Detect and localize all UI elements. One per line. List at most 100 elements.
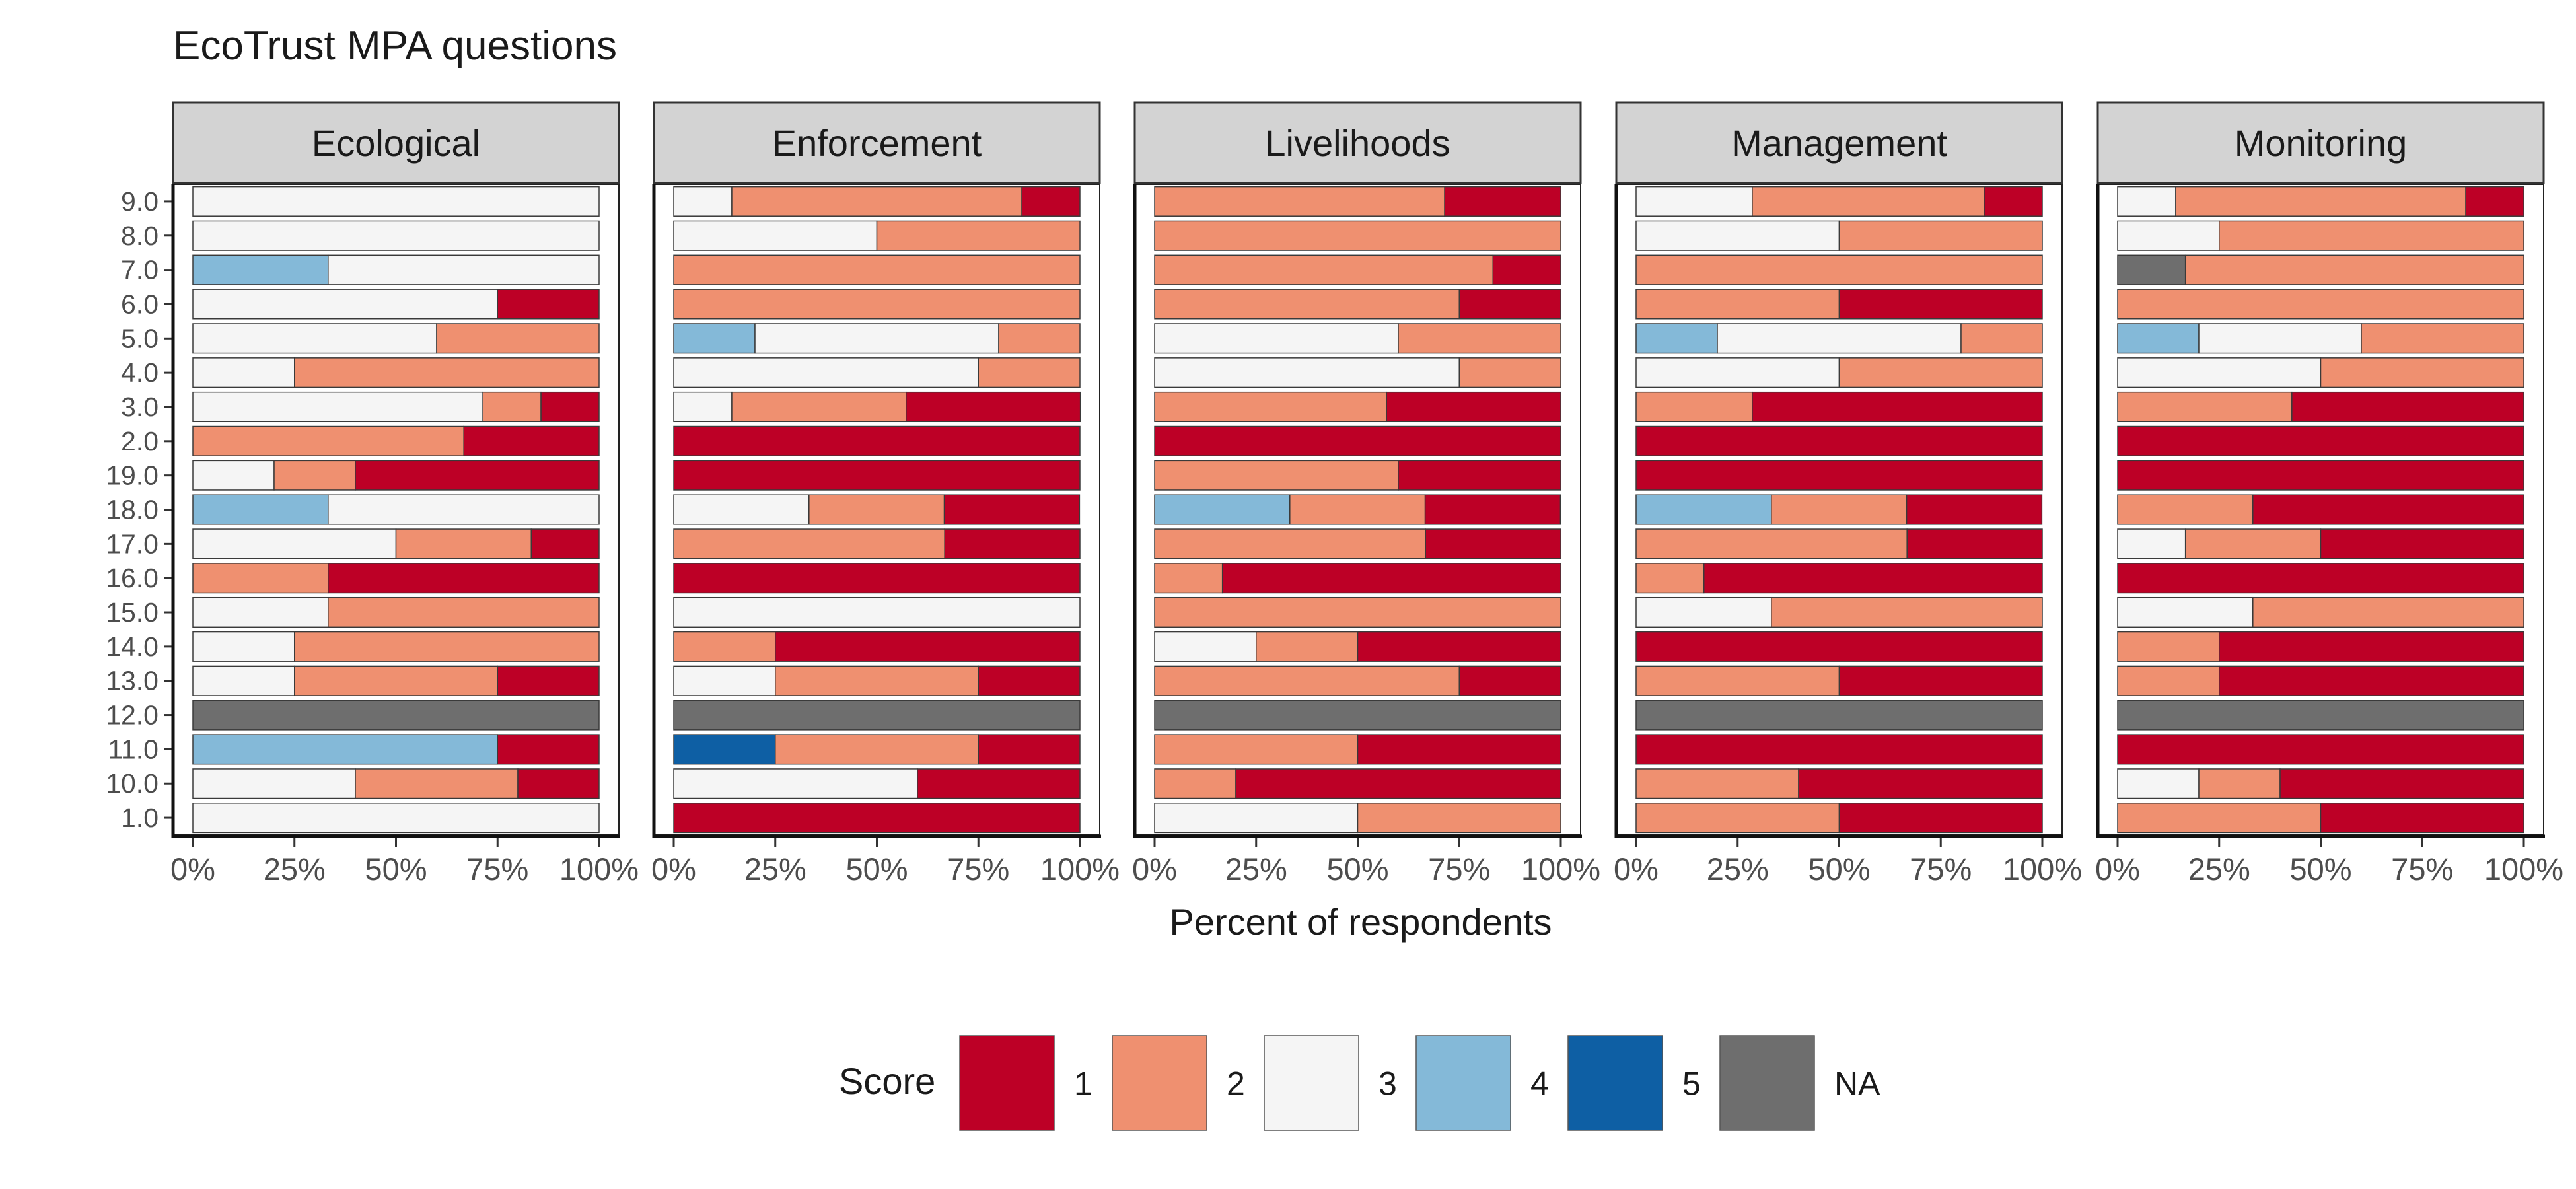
bar-segment-score-2 (1838, 357, 2043, 388)
bar-segment-score-3 (673, 768, 918, 799)
bar-segment-score-1 (1906, 528, 2043, 559)
x-tick-label: 50% (2289, 851, 2351, 886)
legend-label-1: 1 (1074, 1065, 1092, 1102)
bar-segment-score-2 (2117, 665, 2220, 696)
legend-key-5 (1567, 1035, 1663, 1131)
bar-segment-score-2 (1154, 665, 1460, 696)
legend: Score 1 2 3 4 5 NA (839, 1035, 1880, 1131)
y-tick-label: 9.0 (121, 186, 159, 217)
x-tick-label: 0% (1614, 851, 1659, 886)
bar-segment-score-3 (192, 357, 295, 388)
bar-segment-score-1 (540, 391, 600, 423)
bar-segment-score-2 (876, 220, 1081, 251)
bar-segment-score-3 (673, 494, 810, 525)
bar-segment-score-2 (1635, 391, 1753, 423)
bar-segment-score-3 (673, 596, 1081, 628)
legend-label-4: 4 (1530, 1065, 1549, 1102)
y-tick-label: 12.0 (106, 700, 159, 731)
bar-segment-score-1 (1838, 289, 2043, 320)
bar-segment-score-4 (192, 494, 329, 525)
bar-segment-score-1 (1635, 631, 2043, 662)
bar-segment-score-1 (1798, 768, 2043, 799)
bar-segment-score-3 (1154, 803, 1359, 834)
bar-segment-score-2 (1154, 254, 1494, 285)
bar-segment-score-1 (530, 528, 600, 559)
bar-segment-score-1 (673, 425, 1081, 456)
legend-key-na (1719, 1035, 1815, 1131)
y-tick-label: 16.0 (106, 563, 159, 593)
bar-segment-score-2 (2117, 391, 2293, 423)
x-tick-label: 100% (2484, 851, 2563, 886)
bar-segment-score-1 (2219, 631, 2524, 662)
y-tick-label: 5.0 (121, 323, 159, 353)
bar-segment-score-na (1154, 700, 1561, 731)
bar-segment-score-2 (1771, 494, 1908, 525)
bar-segment-score-2 (328, 596, 600, 628)
facet-panel-ecological: Ecological 0% 25% 50% 75% 100% (170, 101, 639, 886)
legend-key-1 (959, 1035, 1055, 1131)
y-tick-label: 8.0 (121, 221, 159, 251)
bar-segment-score-3 (2117, 357, 2322, 388)
bar-segment-score-2 (1154, 734, 1359, 765)
bar-segment-score-3 (192, 631, 295, 662)
bar-segment-score-4 (673, 323, 756, 354)
facet-strip-label: Enforcement (772, 122, 982, 164)
bar-segment-score-3 (192, 665, 295, 696)
bar-segment-score-2 (1771, 596, 2043, 628)
y-tick-label: 2.0 (121, 426, 159, 456)
bar-segment-score-1 (355, 460, 600, 491)
bar-segment-score-3 (673, 220, 878, 251)
bar-segment-score-3 (2198, 323, 2362, 354)
bar-segment-score-5 (673, 734, 776, 765)
x-tick-label: 50% (1326, 851, 1388, 886)
bar-segment-score-na (192, 700, 600, 731)
legend-label-2: 2 (1227, 1065, 1245, 1102)
x-tick-label: 25% (1707, 851, 1769, 886)
bar-segment-score-2 (1635, 563, 1705, 594)
x-tick-label: 75% (947, 851, 1009, 886)
bar-segment-score-2 (1154, 289, 1460, 320)
bar-segment-score-1 (673, 563, 1081, 594)
legend-label-3: 3 (1378, 1065, 1397, 1102)
facet-strip (1615, 101, 2063, 184)
bar-segment-score-2 (1398, 323, 1561, 354)
facet-strip-label: Monitoring (2235, 122, 2407, 164)
bar-segment-score-2 (1154, 768, 1236, 799)
bar-segment-score-2 (2117, 494, 2254, 525)
bar-segment-score-2 (1154, 563, 1223, 594)
bar-segment-score-3 (192, 803, 600, 834)
facet-strip-label: Livelihoods (1265, 122, 1450, 164)
bar-segment-score-2 (294, 631, 600, 662)
facet-panel-management: Management 0% 25% 50% 75% 100% (1614, 101, 2082, 886)
bar-segment-score-1 (2117, 425, 2524, 456)
bar-segment-score-1 (1424, 494, 1561, 525)
x-tick-label: 100% (1040, 851, 1120, 886)
bar-segment-score-1 (2117, 460, 2524, 491)
bar-segment-score-2 (482, 391, 542, 423)
bar-segment-score-3 (192, 220, 600, 251)
bar-segment-score-3 (192, 289, 498, 320)
bar-segment-score-3 (754, 323, 999, 354)
bar-segment-score-2 (436, 323, 600, 354)
bar-segment-score-1 (1906, 494, 2043, 525)
bar-segment-score-3 (192, 323, 437, 354)
y-tick-label: 13.0 (106, 666, 159, 696)
bar-segment-score-3 (1635, 357, 1840, 388)
bar-segment-score-2 (1154, 596, 1561, 628)
bar-segment-score-4 (1635, 323, 1718, 354)
bar-segment-score-2 (1289, 494, 1426, 525)
bar-segment-score-2 (673, 528, 945, 559)
bar-segment-score-2 (1154, 220, 1561, 251)
bar-segment-score-2 (2320, 357, 2524, 388)
legend-label-na: NA (1834, 1065, 1880, 1102)
bar-segment-score-4 (1635, 494, 1772, 525)
bar-segment-score-2 (2184, 528, 2322, 559)
bar-segment-score-1 (1635, 425, 2043, 456)
bar-segment-score-1 (1386, 391, 1561, 423)
x-tick-label: 25% (744, 851, 806, 886)
y-tick-label: 19.0 (106, 460, 159, 491)
bar-segment-score-3 (2117, 220, 2220, 251)
bar-segment-score-2 (1635, 289, 1840, 320)
y-tick-label: 10.0 (106, 768, 159, 799)
